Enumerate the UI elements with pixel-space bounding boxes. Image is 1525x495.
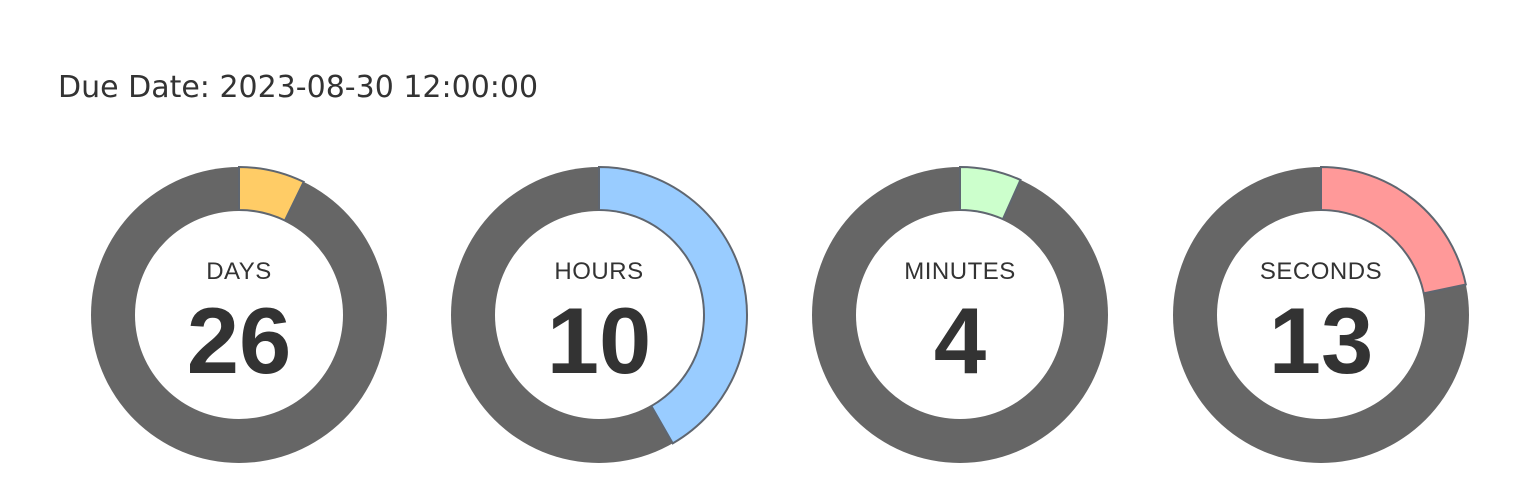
seconds-ring-center xyxy=(1217,211,1425,419)
days-ring-center xyxy=(135,211,343,419)
days-progress-arc xyxy=(238,165,306,222)
timer-hours: HOURS 10 xyxy=(451,165,748,463)
minutes-ring xyxy=(812,165,1108,463)
seconds-progress-arc xyxy=(1320,165,1468,295)
timer-days: DAYS 26 xyxy=(91,165,387,463)
days-value: 26 xyxy=(186,288,292,393)
hours-ring xyxy=(451,165,748,463)
timer-minutes: MINUTES 4 xyxy=(812,165,1108,463)
hours-value: 10 xyxy=(546,288,652,393)
minutes-progress-arc xyxy=(959,165,1022,221)
minutes-label: MINUTES xyxy=(904,258,1016,285)
seconds-ring xyxy=(1173,165,1469,463)
hours-label: HOURS xyxy=(554,258,644,285)
seconds-label: SECONDS xyxy=(1259,258,1383,285)
due-date-text: Due Date: 2023-08-30 12:00:00 xyxy=(58,70,539,105)
hours-progress-arc xyxy=(598,165,748,445)
minutes-ring-center xyxy=(856,211,1064,419)
timer-seconds: SECONDS 13 xyxy=(1173,165,1469,463)
days-ring xyxy=(91,165,387,463)
hours-ring-center xyxy=(495,211,703,419)
seconds-value: 13 xyxy=(1268,288,1374,393)
days-label: DAYS xyxy=(206,258,272,285)
minutes-value: 4 xyxy=(933,288,987,393)
